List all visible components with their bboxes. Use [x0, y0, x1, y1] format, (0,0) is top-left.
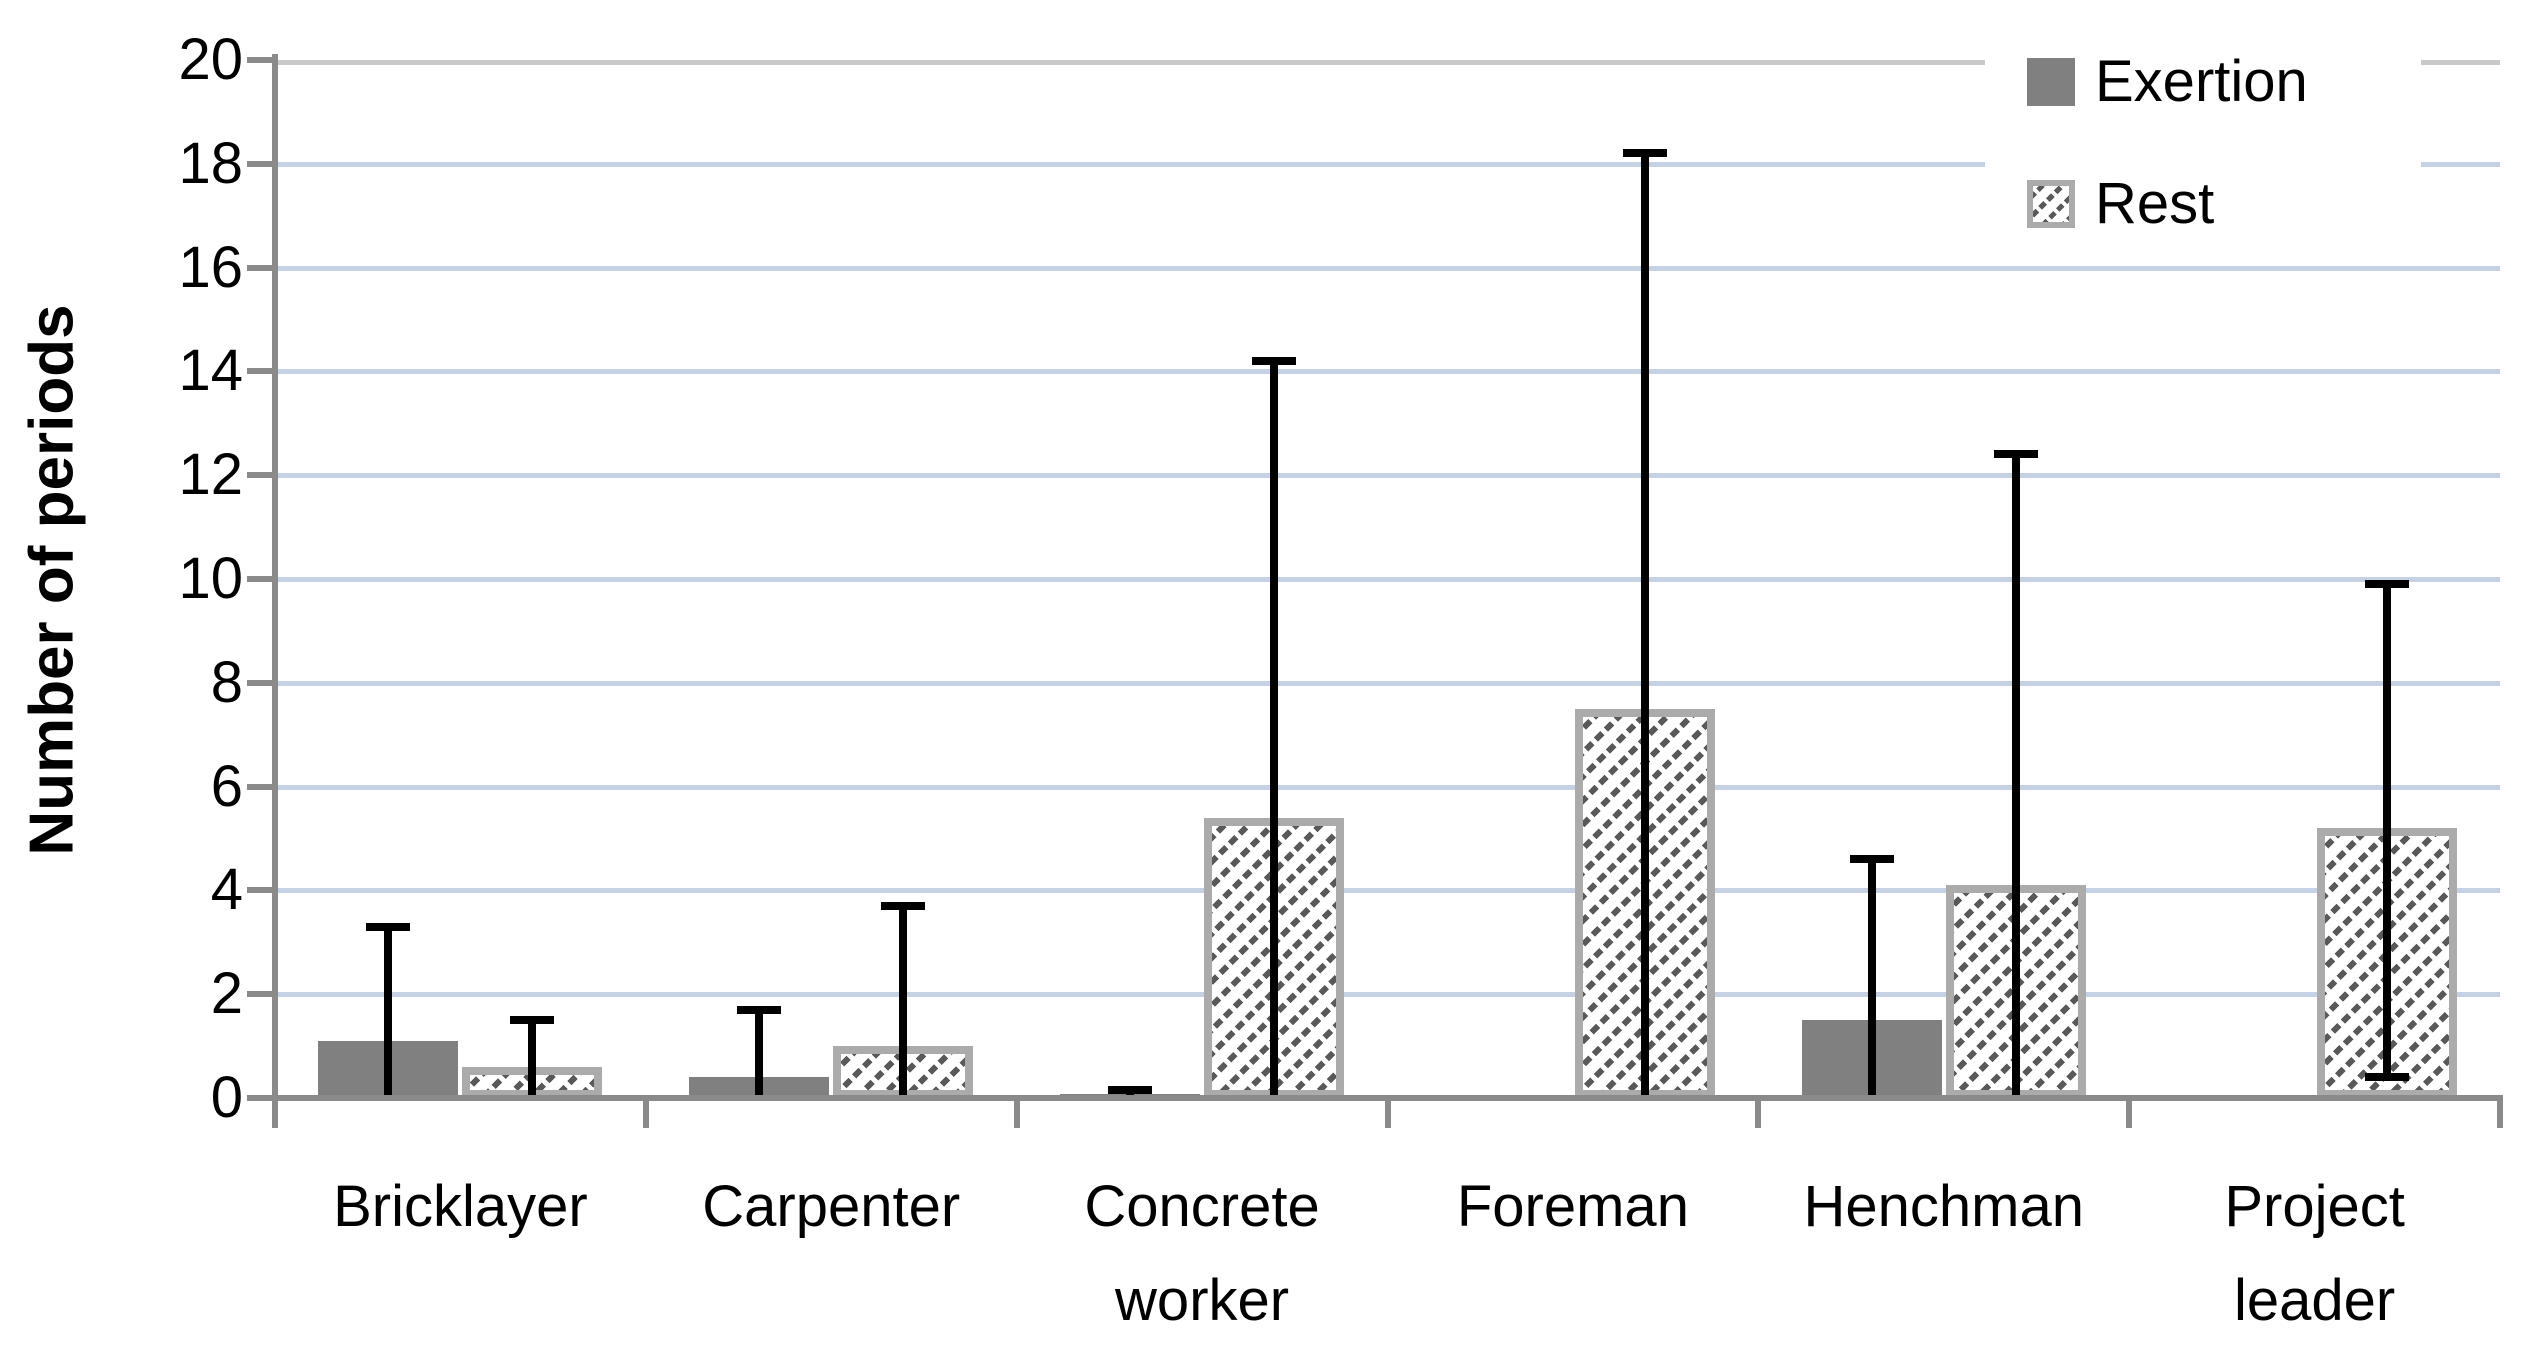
x-tick-5 [2126, 1098, 2133, 1128]
y-axis-line [272, 54, 278, 1128]
y-tick-label-16: 16 [178, 234, 243, 300]
error-cap-high-rest-henchman [1993, 450, 2038, 459]
legend-entry-exertion: Exertion [2027, 46, 2421, 118]
category-label-foreman: Foreman [1456, 1174, 1689, 1239]
y-tick-10 [247, 576, 275, 582]
y-tick-label-10: 10 [178, 546, 243, 611]
x-tick-4 [1755, 1098, 1762, 1128]
x-tick-3 [1384, 1098, 1391, 1128]
error-bar-rest-foreman [1640, 153, 1649, 1098]
category-label-concrete-worker: Concrete worker [1084, 1174, 1320, 1333]
y-tick-4 [247, 887, 275, 894]
error-cap-low-rest-project-leader [2364, 1073, 2409, 1082]
y-tick-label-6: 6 [210, 753, 243, 819]
error-bar-rest-project-leader [2382, 584, 2391, 1078]
error-bar-rest-concrete-worker [1270, 361, 1279, 1098]
error-cap-high-rest-project-leader [2364, 580, 2409, 589]
error-bar-rest-bricklayer [528, 1020, 537, 1098]
error-cap-high-exertion-henchman [1849, 855, 1894, 864]
legend-exertion-label: Exertion [2095, 49, 2308, 114]
y-tick-label-12: 12 [178, 442, 243, 508]
y-tick-20 [247, 57, 275, 63]
y-tick-2 [247, 991, 275, 998]
category-label-henchman: Henchman [1803, 1174, 2084, 1239]
x-tick-0 [272, 1098, 278, 1128]
y-tick-label-4: 4 [210, 857, 243, 923]
y-tick-label-2: 2 [210, 961, 243, 1027]
y-tick-label-0: 0 [210, 1065, 243, 1130]
error-cap-high-rest-concrete-worker [1252, 357, 1297, 366]
error-bar-exertion-bricklayer [384, 926, 393, 1098]
y-tick-0 [247, 1095, 275, 1101]
error-cap-high-exertion-bricklayer [366, 922, 411, 931]
error-bar-exertion-henchman [1867, 859, 1876, 1098]
gridline-2 [275, 992, 2500, 998]
gridline-14 [275, 369, 2500, 375]
y-tick-12 [247, 472, 275, 479]
y-tick-label-8: 8 [210, 649, 243, 715]
legend-rest-swatch-icon [2027, 180, 2075, 228]
error-bar-rest-henchman [2011, 454, 2020, 1098]
gridline-8 [275, 680, 2500, 686]
category-label-carpenter: Carpenter [702, 1174, 961, 1239]
legend: Exertion Rest [1985, 28, 2421, 260]
error-cap-high-exertion-concrete-worker [1108, 1086, 1153, 1095]
gridline-12 [275, 473, 2500, 479]
gridline-20 [275, 60, 2500, 65]
x-tick-2 [1013, 1098, 1020, 1128]
legend-entry-rest: Rest [2027, 168, 2421, 240]
error-cap-high-rest-foreman [1622, 149, 1667, 158]
error-cap-high-rest-carpenter [881, 901, 926, 910]
gridline-10 [275, 577, 2500, 582]
x-tick-6 [2497, 1098, 2503, 1128]
legend-rest-label: Rest [2095, 171, 2215, 236]
error-cap-high-rest-bricklayer [510, 1016, 555, 1025]
error-cap-high-exertion-carpenter [737, 1005, 782, 1014]
y-tick-8 [247, 679, 275, 686]
gridline-18 [275, 161, 2500, 167]
x-tick-1 [642, 1098, 649, 1128]
gridline-16 [275, 265, 2500, 271]
legend-exertion-swatch-icon [2027, 58, 2075, 106]
error-bar-exertion-carpenter [755, 1009, 764, 1098]
y-tick-16 [247, 264, 275, 271]
y-tick-14 [247, 368, 275, 375]
y-tick-label-14: 14 [178, 338, 243, 404]
plot-area [275, 60, 2500, 1098]
category-label-project-leader: Project leader [2224, 1174, 2405, 1333]
y-tick-label-18: 18 [178, 130, 243, 196]
y-tick-18 [247, 160, 275, 167]
gridline-6 [275, 784, 2500, 790]
y-tick-label-20: 20 [178, 27, 243, 92]
gridline-4 [275, 888, 2500, 894]
y-tick-6 [247, 783, 275, 790]
error-bar-rest-carpenter [899, 905, 908, 1098]
category-label-bricklayer: Bricklayer [333, 1174, 588, 1239]
